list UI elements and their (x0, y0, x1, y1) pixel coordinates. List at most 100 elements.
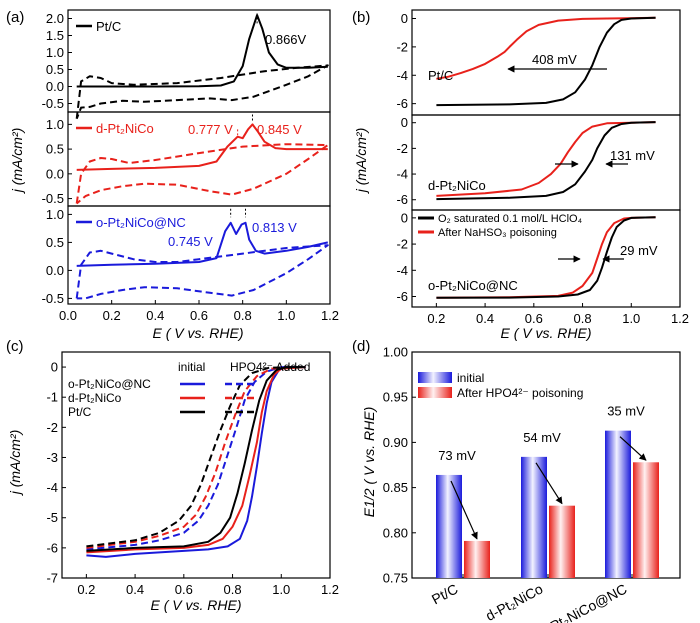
panel-c-y-tick-label: -1 (46, 390, 58, 405)
panel-a-peak-label: 0.745 V (168, 234, 213, 249)
panel-b-xlabel: E ( V vs. RHE) (500, 325, 591, 341)
panel-b-y-tick-label: 0 (401, 11, 408, 26)
panel-d-y-tick-label: 1.00 (383, 345, 408, 360)
panel-d-arrow (450, 480, 478, 540)
panel-d-legend-swatch (418, 387, 452, 398)
panel-b-y-tick-label: -4 (396, 263, 408, 278)
panel-b-y-tick-label: -2 (396, 39, 408, 54)
panel-b-legend-entry: After NaHSO₃ poisoning (438, 227, 557, 239)
panel-b-shift-label: 29 mV (620, 243, 658, 258)
panel-c-x-tick-label: 0.6 (175, 582, 193, 597)
panel-a-y-tick-label: 0.0 (46, 166, 64, 181)
panel-b-y-tick-label: -6 (396, 289, 408, 304)
panel-c-series-dashed (86, 366, 306, 551)
panel-c-y-tick-label: -5 (46, 510, 58, 525)
panel-b-y-tick-label: -6 (396, 96, 408, 111)
panel-d-arrow (535, 462, 563, 505)
panel-a-y-tick-label: 0.5 (46, 235, 64, 250)
panel-a-x-tick-label: 0.2 (103, 308, 121, 323)
panel-a-y-tick-label: 1.5 (46, 28, 64, 43)
panel-d-y-tick-label: 0.90 (383, 435, 408, 450)
panel-a-peak-label: 0.866V (265, 32, 307, 47)
panel-c-y-tick-label: -7 (46, 571, 58, 586)
panel-d-annotation: 35 mV (607, 404, 645, 419)
panel-b-subplot-name: Pt/C (428, 68, 453, 83)
panel-a-y-tick-label: 1.0 (46, 207, 64, 222)
panel-a-series-dashed (75, 244, 329, 300)
panel-c-legend-header: HPO4²⁻ Added (230, 360, 310, 374)
panel-c-legend-entry: Pt/C (68, 405, 92, 419)
panel-b-y-tick-label: -4 (396, 68, 408, 83)
panel-a-x-tick-label: 0.8 (234, 308, 252, 323)
panel-a-label: (a) (6, 9, 24, 26)
panel-a-series-dashed (75, 64, 329, 120)
panel-a-legend-entry: o-Pt₂NiCo@NC (96, 215, 186, 230)
panel-c-ylabel: j (mA/cm²) (7, 430, 23, 497)
panel-d-bar-initial (436, 474, 462, 578)
panel-d-y-tick-label: 0.80 (383, 525, 408, 540)
panel-d-legend-entry: initial (457, 371, 484, 385)
panel-c-x-tick-label: 0.4 (126, 582, 144, 597)
panel-b-shift-label: 408 mV (532, 52, 577, 67)
panel-a-legend-entry: Pt/C (96, 19, 121, 34)
panel-b-shift-label: 131 mV (610, 148, 655, 163)
panel-d-annotation: 73 mV (438, 448, 476, 463)
panel-d-y-tick-label: 0.85 (383, 480, 408, 495)
panel-c-x-tick-label: 1.0 (272, 582, 290, 597)
panel-c-legend-entry: o-Pt₂NiCo@NC (68, 377, 151, 391)
panel-d-bar-initial (521, 456, 547, 578)
panel-a-series-dashed (75, 143, 329, 205)
panel-b-x-tick-label: 0.6 (525, 311, 543, 326)
panel-d-annotation: 54 mV (523, 430, 561, 445)
panel-d-legend-swatch (418, 372, 452, 383)
panel-a-y-tick-label: 0.5 (46, 142, 64, 157)
panel-a-y-tick-label: 1.0 (46, 117, 64, 132)
panel-b-y-tick-label: -6 (396, 192, 408, 207)
panel-a-y-tick-label: -0.5 (42, 96, 64, 111)
panel-b-legend-entry: O₂ saturated 0.1 mol/L HClO₄ (438, 213, 583, 225)
panel-b-y-tick-label: 0 (401, 115, 408, 130)
panel-a-y-tick-label: -0.5 (42, 291, 64, 306)
panel-d-bar-poisoned (633, 462, 659, 578)
panel-a-x-tick-label: 0.0 (59, 308, 77, 323)
panel-a-series-solid (76, 123, 328, 171)
panel-b-y-tick-label: -4 (396, 167, 408, 182)
panel-c-x-tick-label: 0.2 (77, 582, 95, 597)
panel-c-x-tick-label: 1.2 (321, 582, 339, 597)
panel-b-ylabel: j (mA/cm²) (353, 128, 369, 195)
panel-a-x-tick-label: 1.2 (321, 308, 339, 323)
panel-a-series-solid (76, 221, 329, 267)
panel-c-y-tick-label: -4 (46, 480, 58, 495)
panel-d-arrow (619, 436, 647, 461)
panel-a-y-tick-label: 0.0 (46, 79, 64, 94)
panel-b-x-tick-label: 1.2 (671, 311, 689, 326)
panel-a-y-tick-label: 2.0 (46, 11, 64, 26)
panel-a-y-tick-label: 1.0 (46, 45, 64, 60)
panel-a-legend-entry: d-Pt₂NiCo (96, 121, 154, 136)
panel-b-series-red (436, 16, 656, 80)
panel-d-category-label: Pt/C (429, 581, 461, 608)
panel-c-series-solid (86, 366, 306, 554)
panel-a-y-tick-label: 0.5 (46, 62, 64, 77)
panel-d-bar-initial (605, 430, 631, 578)
panel-c-y-tick-label: -3 (46, 450, 58, 465)
panel-b-x-tick-label: 0.4 (476, 311, 494, 326)
panel-c-label: (c) (6, 338, 24, 355)
panel-a-series-solid (76, 14, 328, 88)
panel-b-series-red (436, 121, 656, 197)
panel-a-peak-label: 0.813 V (252, 220, 297, 235)
panel-c-series-dashed (86, 366, 306, 549)
panel-b-x-tick-label: 1.0 (622, 311, 640, 326)
panel-c-y-tick-label: -2 (46, 420, 58, 435)
panel-b-subplot-frame (411, 209, 681, 308)
panel-d-legend-entry: After HPO4²⁻ poisoning (457, 386, 583, 400)
panel-d-label: (d) (352, 338, 370, 355)
panel-c-series-dashed (86, 366, 306, 548)
panel-c-y-tick-label: 0 (51, 360, 58, 375)
panel-c-y-tick-label: -6 (46, 540, 58, 555)
panel-b-y-tick-label: -2 (396, 141, 408, 156)
panel-b-series-black (436, 121, 656, 201)
panel-d-category-label: o-Pt₂NiCo@NC (537, 581, 630, 623)
panel-a-peak-label: 0.845 V (257, 122, 302, 137)
